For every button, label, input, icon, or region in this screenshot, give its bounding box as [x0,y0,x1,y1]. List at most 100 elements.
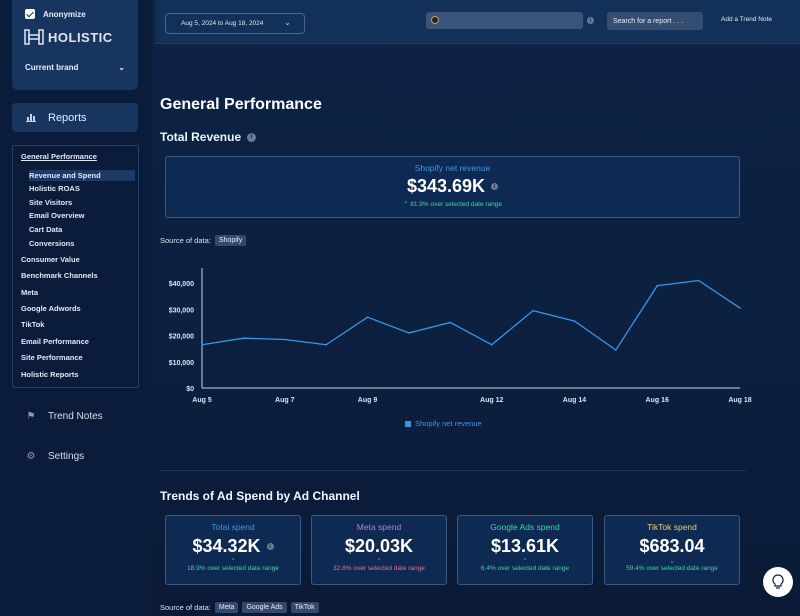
reports-button[interactable]: Reports [12,103,138,132]
logo-text: HOLISTIC [48,29,113,45]
add-trend-note-button[interactable]: Add a Trend Note [721,16,772,23]
menu-item-tiktok[interactable]: TikTok [21,320,45,329]
data-point [697,279,700,282]
spend-kpi-card: Meta spend $20.03K ⌃ 32.8% over selected da… [311,515,447,585]
menu-subitem-email-overview[interactable]: Email Overview [29,211,85,220]
data-point [408,332,410,334]
menu-item-general-performance[interactable]: General Performance [21,152,97,161]
settings-label: Settings [48,451,85,462]
trend-notes-label: Trend Notes [48,411,103,422]
menu-item-site-performance[interactable]: Site Performance [21,353,83,362]
spend-source-row: Source of data: Meta Google Ads TikTok [160,602,319,613]
y-tick-label: $10,000 [169,360,194,367]
x-tick-label: Aug 16 [646,397,669,404]
settings-link[interactable]: ⚙ Settings [26,451,85,462]
info-icon[interactable]: i [247,132,257,142]
kpi-value: $20.03K [344,536,414,556]
menu-item-google-adwords[interactable]: Google Adwords [21,304,81,313]
arrow-icon: ⌃ [376,558,382,565]
reports-label: Reports [48,111,87,124]
kpi-label: Meta spend [356,522,402,532]
help-bulb-button[interactable] [763,567,793,597]
x-tick-label: Aug 7 [275,397,295,404]
kpi-delta-text: 6.4% over selected date range [480,565,570,572]
kpi-delta-text: 18.9% over selected date range [187,565,279,572]
ad-spend-heading: Trends of Ad Spend by Ad Channel [160,489,360,503]
arrow-icon: ⌃ [522,558,528,565]
revenue-line-chart: $0 $10,000 $20,000 $30,000 $40,000 Aug 5 Aug 7… [160,262,760,432]
menu-subitem-conversions[interactable]: Conversions [29,239,75,248]
kpi-value: $13.61K [490,536,560,556]
kpi-label: Total spend [211,522,255,532]
kpi-value: $683.04 [639,536,705,556]
brand-card: Anonymize HOLISTIC Current brand ⌄ [12,0,138,90]
menu-subitem-site-visitors[interactable]: Site Visitors [29,198,73,207]
kpi-value-row: $683.04 [605,536,739,557]
revenue-source-row: Source of data: Shopify [160,235,247,246]
data-point [656,284,659,287]
section-divider [160,470,746,471]
kpi-value: $34.32K [192,536,261,556]
anonymize-label: Anonymize [43,9,86,19]
menu-subitem-holistic-roas[interactable]: Holistic ROAS [29,184,80,193]
data-point [490,343,493,346]
menu-item-meta[interactable]: Meta [21,288,39,297]
chevron-down-icon: ⌄ [284,18,291,27]
checkbox-checked-icon[interactable] [25,9,35,19]
source-pill-tiktok: TikTok [290,602,319,613]
anonymize-toggle[interactable]: Anonymize [25,9,86,19]
source-label: Source of data: [160,236,211,245]
menu-item-consumer-value[interactable]: Consumer Value [21,255,80,264]
arrow-icon: ⌄ [669,558,675,565]
y-tick-label: $20,000 [169,334,194,341]
menu-subitem-cart-data[interactable]: Cart Data [29,225,63,234]
chart-legend: Shopify net revenue [405,419,482,428]
kpi-label: Shopify net revenue [414,163,491,173]
current-brand-select[interactable]: Current brand ⌄ [25,63,125,72]
date-range-value: Aug 5, 2024 to Aug 18, 2024 [181,20,264,27]
y-tick-label: $40,000 [169,281,194,288]
kpi-value: $343.69K [406,176,486,196]
data-point [449,321,452,324]
current-brand-label: Current brand [25,63,79,72]
source-label: Source of data: [160,603,211,612]
flag-icon: ⚑ [26,411,36,422]
data-point [201,343,203,346]
data-point [573,320,576,322]
trend-notes-link[interactable]: ⚑ Trend Notes [26,411,103,422]
page-title: General Performance [160,96,322,113]
lightbulb-icon [772,574,784,589]
data-point [283,338,286,341]
info-icon[interactable]: i [587,17,594,24]
menu-item-holistic-reports[interactable]: Holistic Reports [21,370,79,379]
menu-item-benchmark-channels[interactable]: Benchmark Channels [21,271,98,280]
menu-item-email-performance[interactable]: Email Performance [21,337,89,346]
info-icon[interactable]: i [266,543,274,550]
y-tick-label: $30,000 [169,307,194,314]
kpi-delta-arrow: ⌄ [605,557,739,565]
holistic-logo-icon [24,29,44,45]
reports-menu: General Performance Revenue and Spend Ho… [12,145,139,388]
data-point [366,316,369,318]
brand-search-field[interactable] [426,12,583,29]
data-point [242,337,245,339]
spend-kpi-card: TikTok spend $683.04 ⌄ 59.4% over selected … [604,515,740,585]
kpi-delta-arrow: ⌃ [458,557,592,565]
kpi-delta-text: 59.4% over selected date range [626,565,718,572]
kpi-label: Google Ads spend [490,522,560,532]
spend-kpi-card: Google Ads spend $13.61K ⌃ 6.4% over select… [457,515,593,585]
chart-svg: $0 $10,000 $20,000 $30,000 $40,000 Aug 5 Aug 7… [169,268,752,404]
menu-subitem-revenue-and-spend[interactable]: Revenue and Spend [29,170,135,181]
date-range-picker[interactable]: Aug 5, 2024 to Aug 18, 2024 ⌄ [165,13,305,34]
source-pill-meta: Meta [214,602,239,613]
data-point [325,343,327,346]
gear-icon: ⚙ [26,451,36,462]
source-pill: Shopify [214,235,247,246]
kpi-label: TikTok spend [647,522,697,532]
kpi-delta-arrow: ⌃ [312,557,446,565]
kpi-value-row: $20.03K [312,536,446,557]
report-search-button[interactable]: Search for a report . . . [607,12,703,30]
kpi-value-row: $343.69K i [166,176,739,197]
info-icon[interactable]: i [491,183,499,190]
source-pill-google-ads: Google Ads [242,602,287,613]
